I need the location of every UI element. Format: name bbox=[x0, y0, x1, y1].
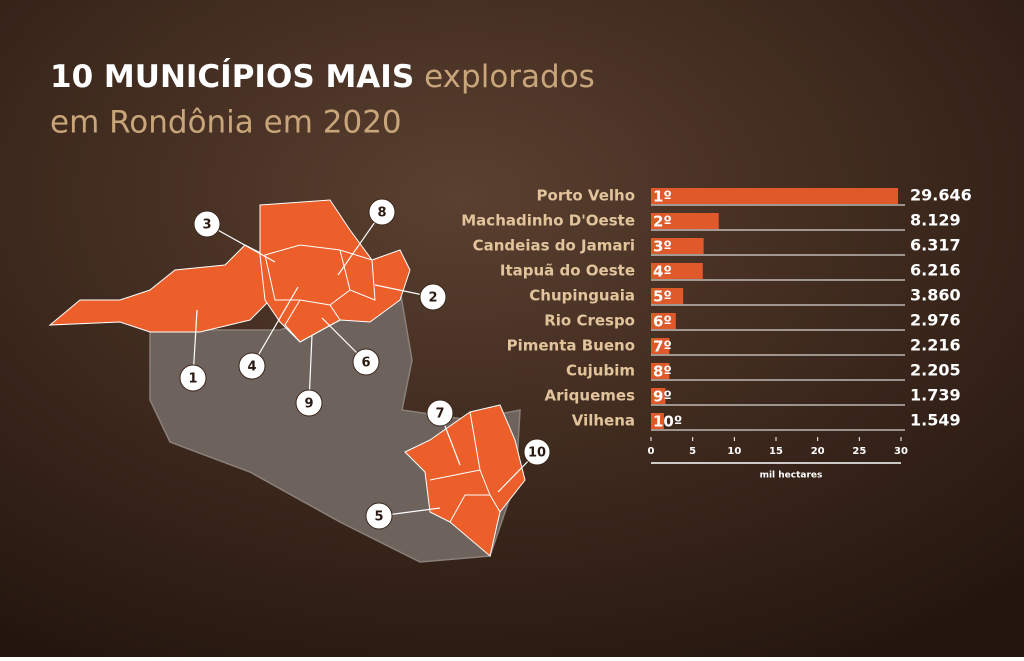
bar-chart: Porto Velho 1º 29.646 Machadinho D'Oeste 2º 8… bbox=[461, 186, 972, 481]
category-label: Vilhena bbox=[572, 412, 635, 430]
x-axis-label: mil hectares bbox=[760, 471, 823, 481]
bar bbox=[651, 188, 899, 204]
map-marker bbox=[193, 210, 221, 238]
value-label: 6.216 bbox=[910, 261, 961, 280]
bar bbox=[651, 338, 670, 354]
map-marker bbox=[368, 198, 396, 226]
rank-label: 10º bbox=[653, 413, 682, 431]
title-line: 10 MUNICÍPIOS MAIS explorados bbox=[50, 59, 595, 95]
category-label: Itapuã do Oeste bbox=[500, 262, 635, 280]
rank-label: 2º bbox=[653, 213, 672, 231]
value-label: 29.646 bbox=[910, 186, 972, 205]
bar bbox=[651, 213, 719, 229]
map-label: 5 bbox=[374, 510, 383, 525]
map-marker bbox=[426, 399, 454, 427]
value-label: 2.205 bbox=[910, 361, 961, 380]
value-label: 1.549 bbox=[910, 411, 961, 430]
title-bold: 10 MUNICÍPIOS MAIS bbox=[50, 59, 414, 95]
title-light: explorados bbox=[424, 59, 595, 95]
category-label: Cujubim bbox=[566, 362, 635, 380]
category-label: Rio Crespo bbox=[544, 312, 635, 330]
category-label: Machadinho D'Oeste bbox=[461, 212, 635, 230]
rank-label: 3º bbox=[653, 238, 672, 256]
map-label: 4 bbox=[247, 360, 256, 375]
map-label: 7 bbox=[435, 407, 444, 422]
value-label: 1.739 bbox=[910, 386, 961, 405]
bar bbox=[651, 238, 704, 254]
bar bbox=[651, 363, 670, 379]
rank-label: 4º bbox=[653, 263, 672, 281]
rank-label: 5º bbox=[653, 288, 672, 306]
value-label: 3.860 bbox=[910, 286, 961, 305]
region bbox=[48, 244, 271, 333]
rank-label: 7º bbox=[653, 338, 672, 356]
category-label: Candeias do Jamari bbox=[473, 237, 635, 255]
map-marker bbox=[295, 389, 323, 417]
value-label: 2.216 bbox=[910, 336, 961, 355]
map-marker bbox=[179, 364, 207, 392]
rank-label: 9º bbox=[653, 388, 672, 406]
map-label: 1 bbox=[188, 372, 197, 387]
x-tick-label: 25 bbox=[852, 446, 866, 457]
category-label: Chupinguaia bbox=[529, 287, 635, 305]
value-label: 8.129 bbox=[910, 211, 961, 230]
x-tick-label: 20 bbox=[811, 446, 825, 457]
map-label: 2 bbox=[428, 291, 437, 306]
rank-label: 8º bbox=[653, 363, 672, 381]
map-label: 3 bbox=[202, 218, 211, 233]
region bbox=[404, 404, 526, 557]
region-border bbox=[264, 244, 376, 343]
x-tick-label: 0 bbox=[648, 446, 655, 457]
x-tick-label: 15 bbox=[769, 446, 783, 457]
map-marker bbox=[523, 438, 551, 466]
map-marker bbox=[352, 348, 380, 376]
bar bbox=[651, 388, 666, 404]
map-marker bbox=[365, 502, 393, 530]
bar bbox=[651, 313, 676, 329]
region bbox=[259, 199, 411, 343]
category-label: Porto Velho bbox=[537, 187, 635, 205]
map-label: 6 bbox=[361, 356, 370, 371]
map-label: 10 bbox=[528, 446, 546, 461]
x-tick-label: 10 bbox=[727, 446, 741, 457]
map-label: 8 bbox=[377, 206, 386, 221]
map-marker bbox=[419, 283, 447, 311]
category-label: Pimenta Bueno bbox=[507, 337, 635, 355]
x-tick-label: 5 bbox=[689, 446, 696, 457]
map-marker bbox=[238, 352, 266, 380]
region-border bbox=[429, 411, 501, 523]
bar bbox=[651, 413, 664, 429]
x-tick-label: 30 bbox=[894, 446, 908, 457]
title-line: em Rondônia em 2020 bbox=[50, 105, 402, 141]
rank-label: 6º bbox=[653, 313, 672, 331]
map-label: 9 bbox=[304, 397, 313, 412]
value-label: 2.976 bbox=[910, 311, 961, 330]
bar bbox=[651, 288, 684, 304]
category-label: Ariquemes bbox=[545, 387, 636, 405]
bar bbox=[651, 263, 703, 279]
value-label: 6.317 bbox=[910, 236, 961, 255]
rank-label: 1º bbox=[653, 188, 672, 206]
